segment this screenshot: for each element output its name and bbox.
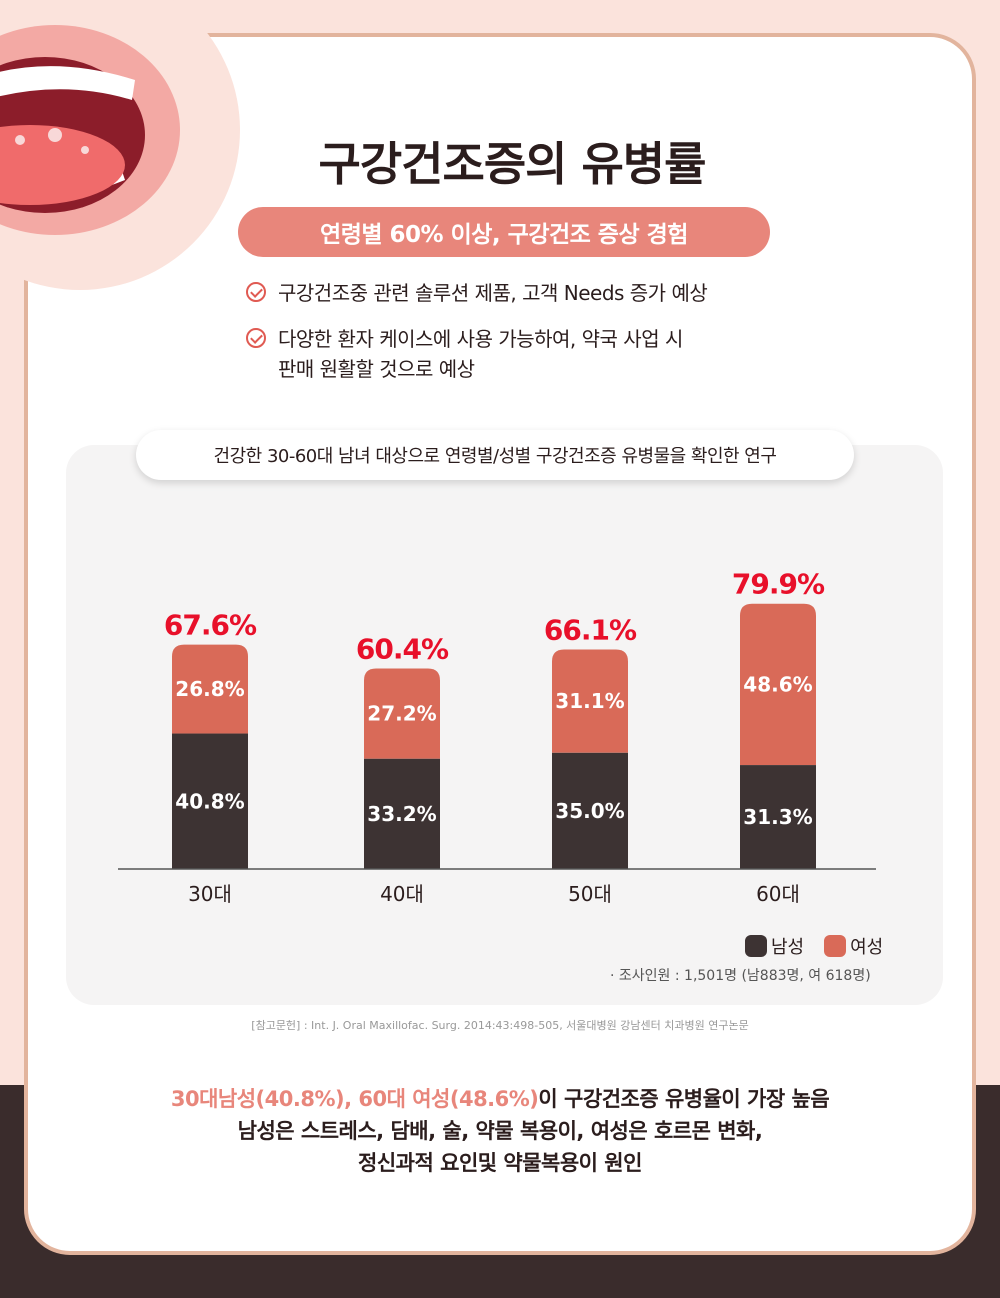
bar-label-male: 40.8% [175,789,244,813]
legend-label-male: 남성 [771,937,805,958]
bar-label-female: 31.1% [555,689,624,713]
bar-segment-female [172,644,248,734]
conclusion-highlight: 30대남성(40.8%), 60대 여성(48.6%) [170,1087,539,1111]
survey-note: · 조사인원 : 1,501명 (남883명, 여 618명) [610,968,871,984]
bar-total-label: 60.4% [356,632,449,665]
reference-citation: [참고문헌] : Int. J. Oral Maxillofac. Surg. … [251,1019,749,1032]
conclusion-text: 30대남성(40.8%), 60대 여성(48.6%)이 구강건조증 유병율이 … [60,1083,940,1179]
bar-label-male: 31.3% [743,805,812,829]
bar-label-male: 35.0% [555,799,624,823]
bar-segment-female [364,668,440,759]
subtitle-badge: 연령별 60% 이상, 구강건조 증상 경험 [238,207,770,257]
bullet-text-line: 판매 원활할 것으로 예상 [278,357,475,381]
bar-segment-male [740,765,816,869]
study-description: 건강한 30-60대 남녀 대상으로 연령별/성별 구강건조증 유병물을 확인한… [136,430,854,480]
bar-label-male: 33.2% [367,802,436,826]
bullet-text-line: 다양한 환자 케이스에 사용 가능하여, 약국 사업 시 [278,327,683,351]
x-tick-label: 30대 [188,882,232,906]
conclusion-line-2: 남성은 스트레스, 담배, 술, 약물 복용이, 여성은 호르몬 변화, [237,1119,763,1143]
legend-item-male: 남성 [745,933,804,959]
x-tick-label: 40대 [380,882,424,906]
bar-segment-male [364,758,440,869]
bar-segment-female [552,649,628,753]
x-tick-label: 50대 [568,882,612,906]
legend-swatch-female [824,935,847,957]
bar-label-female: 48.6% [743,672,812,696]
bar-segment-male [172,733,248,869]
bar-label-female: 27.2% [367,702,436,726]
bullet-text: 다양한 환자 케이스에 사용 가능하여, 약국 사업 시 판매 원활할 것으로 … [278,324,683,384]
legend-label-female: 여성 [850,937,884,958]
bar-segment-male [552,752,628,869]
legend: 남성 여성 [745,933,903,959]
bullet-list: 구강건조중 관련 솔루션 제품, 고객 Needs 증가 예상 다양한 환자 케… [246,278,846,400]
bar-segment-female [740,603,816,766]
conclusion-line-1: 30대남성(40.8%), 60대 여성(48.6%)이 구강건조증 유병율이 … [60,1083,940,1115]
open-mouth-illustration [0,0,240,290]
bullet-item: 구강건조중 관련 솔루션 제품, 고객 Needs 증가 예상 [246,278,846,308]
check-circle-icon [246,328,266,348]
check-circle-icon [246,282,266,302]
page-title: 구강건조증의 유병률 [318,137,707,191]
bar-total-label: 67.6% [164,609,257,642]
bar-total-label: 79.9% [732,568,825,601]
bullet-item: 다양한 환자 케이스에 사용 가능하여, 약국 사업 시 판매 원활할 것으로 … [246,324,846,384]
legend-item-female: 여성 [824,933,883,959]
bar-total-label: 66.1% [544,614,637,647]
x-tick-label: 60대 [756,882,800,906]
bullet-text: 구강건조중 관련 솔루션 제품, 고객 Needs 증가 예상 [278,281,708,305]
conclusion-line-3: 정신과적 요인및 약물복용이 원인 [358,1151,642,1175]
conclusion-line-1-rest: 이 구강건조증 유병율이 가장 높음 [538,1087,830,1111]
bar-label-female: 26.8% [175,677,244,701]
legend-swatch-male [745,935,767,957]
